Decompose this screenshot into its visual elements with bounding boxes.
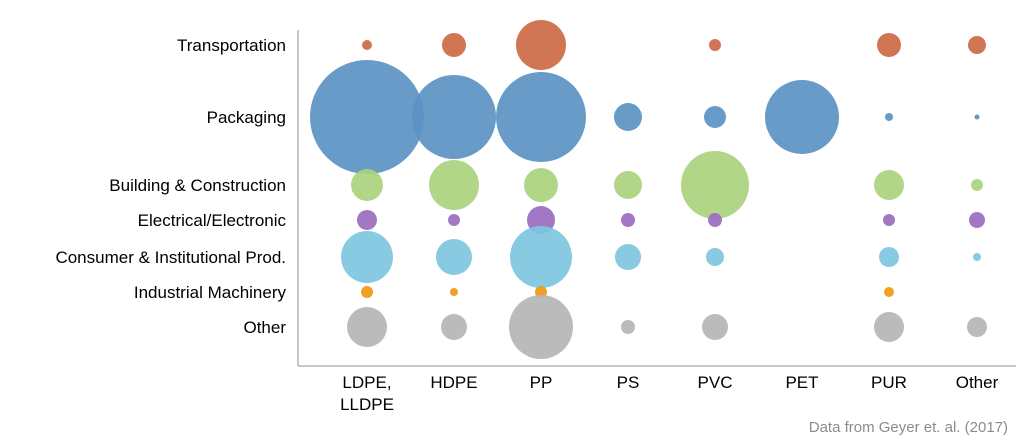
bubble (341, 231, 393, 283)
bubble (361, 286, 373, 298)
y-tick-label: Electrical/Electronic (138, 211, 287, 230)
x-tick-label: LLDPE (340, 395, 394, 414)
bubble (874, 170, 904, 200)
bubble (448, 214, 460, 226)
bubble (441, 314, 467, 340)
x-tick-label: PVC (698, 373, 733, 392)
bubble (351, 169, 383, 201)
bubble (614, 103, 642, 131)
bubble (681, 151, 749, 219)
bubble (524, 168, 558, 202)
bubble (412, 75, 496, 159)
bubbles (310, 20, 987, 359)
x-tick-label: LDPE, (342, 373, 391, 392)
bubble (535, 286, 547, 298)
bubble (885, 113, 893, 121)
bubble (877, 33, 901, 57)
bubble (874, 312, 904, 342)
bubble (704, 106, 726, 128)
bubble (450, 288, 458, 296)
y-tick-label: Other (243, 318, 286, 337)
x-tick-label: PP (530, 373, 553, 392)
bubble (702, 314, 728, 340)
source-annotation: Data from Geyer et. al. (2017) (809, 419, 1008, 436)
bubble (709, 39, 721, 51)
bubble (347, 307, 387, 347)
bubble (615, 244, 641, 270)
y-tick-label: Industrial Machinery (134, 283, 287, 302)
bubble (310, 60, 424, 174)
bubble (496, 72, 586, 162)
x-tick-label: HDPE (430, 373, 477, 392)
y-tick-label: Packaging (207, 108, 286, 127)
bubble (614, 171, 642, 199)
bubble (706, 248, 724, 266)
y-tick-label: Consumer & Institutional Prod. (55, 248, 286, 267)
bubble (765, 80, 839, 154)
bubble (884, 287, 894, 297)
bubble (621, 213, 635, 227)
bubble (969, 212, 985, 228)
bubble (883, 214, 895, 226)
bubble (362, 40, 372, 50)
bubble (429, 160, 479, 210)
bubble (510, 226, 572, 288)
x-tick-label: PUR (871, 373, 907, 392)
bubble (974, 114, 980, 120)
x-tick-label: PS (617, 373, 640, 392)
bubble (967, 317, 987, 337)
y-tick-label: Transportation (177, 36, 286, 55)
y-tick-label: Building & Construction (109, 176, 286, 195)
x-tick-label: PET (785, 373, 818, 392)
bubble (621, 320, 635, 334)
bubble (968, 36, 986, 54)
bubble (708, 213, 722, 227)
x-tick-label: Other (956, 373, 999, 392)
bubble (879, 247, 899, 267)
bubble (973, 253, 981, 261)
bubble (436, 239, 472, 275)
bubble (509, 295, 573, 359)
bubble (357, 210, 377, 230)
bubble (971, 179, 983, 191)
bubble (442, 33, 466, 57)
bubble (516, 20, 566, 70)
